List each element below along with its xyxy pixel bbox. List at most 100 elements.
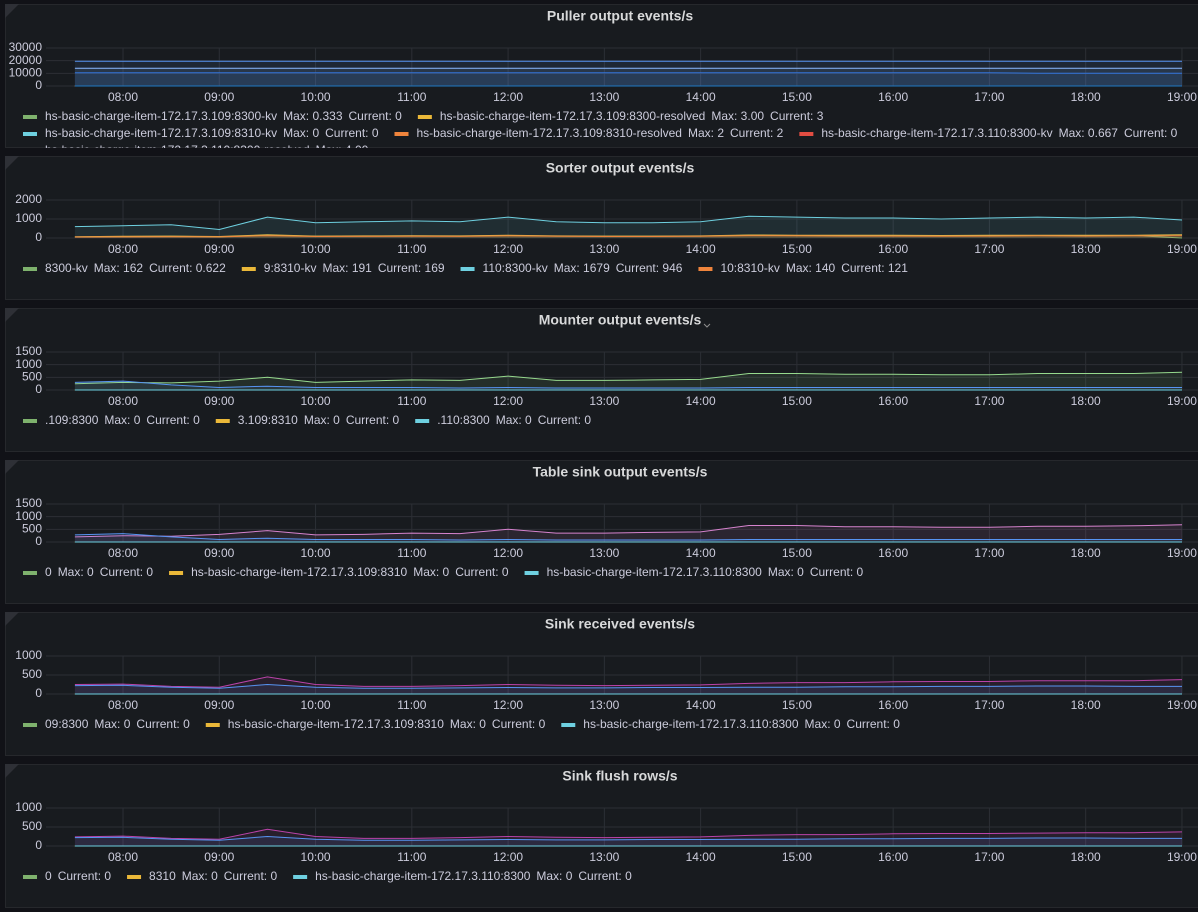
legend-item[interactable]: 8310 Max: 0 Current: 0 bbox=[127, 869, 277, 883]
panel-title[interactable]: Puller output events/s bbox=[547, 8, 693, 24]
y-tick-label: 0 bbox=[35, 78, 42, 92]
legend-marker bbox=[23, 571, 37, 575]
legend-item[interactable]: hs-basic-charge-item-172.17.3.109:8310 Ma… bbox=[205, 717, 546, 731]
x-tick-label: 16:00 bbox=[878, 242, 908, 256]
x-tick-label: 11:00 bbox=[397, 394, 426, 408]
legend-item[interactable]: 0 Max: 0 Current: 0 bbox=[23, 565, 153, 579]
legend-item[interactable]: 9:8310-kv Max: 191 Current: 169 bbox=[241, 261, 445, 275]
x-tick-label: 15:00 bbox=[782, 698, 812, 712]
legend-item[interactable]: .109:8300 Max: 0 Current: 0 bbox=[23, 413, 200, 427]
x-tick-label: 12:00 bbox=[493, 394, 523, 408]
panel-title[interactable]: Sink flush rows/s bbox=[562, 768, 677, 784]
legend-name: 3.109:8310 bbox=[238, 413, 298, 427]
legend-name: hs-basic-charge-item-172.17.3.109:8300-k… bbox=[45, 109, 277, 123]
x-tick-label: 13:00 bbox=[589, 546, 619, 560]
info-corner[interactable] bbox=[5, 764, 19, 778]
x-tick-label: 17:00 bbox=[974, 394, 1004, 408]
series-line bbox=[74, 380, 1182, 389]
y-tick-label: 0 bbox=[35, 838, 42, 852]
y-tick-label: 10000 bbox=[9, 66, 43, 80]
panel-background bbox=[5, 612, 1198, 756]
legend-item[interactable]: hs-basic-charge-item-172.17.3.109:8310-k… bbox=[23, 126, 379, 140]
legend-marker bbox=[524, 571, 539, 575]
panel-title[interactable]: Sorter output events/s bbox=[546, 160, 695, 176]
x-tick-label: 15:00 bbox=[782, 90, 812, 104]
legend-item[interactable]: 10:8310-kv Max: 140 Current: 121 bbox=[698, 261, 908, 275]
legend-name: hs-basic-charge-item-172.17.3.109:8310-k… bbox=[45, 126, 277, 140]
series-line bbox=[74, 371, 1183, 385]
legend-max: Max: 162 bbox=[94, 261, 144, 275]
legend-item[interactable]: .110:8300 Max: 0 Current: 0 bbox=[415, 413, 591, 427]
legend-current: Current: 0 bbox=[810, 565, 864, 579]
legend-current: Current: 0 bbox=[325, 126, 379, 140]
info-corner[interactable] bbox=[5, 156, 19, 170]
legend-name: hs-basic-charge-item-172.17.3.109:8310 bbox=[228, 717, 444, 731]
x-tick-label: 11:00 bbox=[397, 90, 426, 104]
y-tick-label: 0 bbox=[35, 534, 42, 548]
legend-max: Max: 2 bbox=[688, 126, 724, 140]
x-tick-label: 17:00 bbox=[974, 90, 1004, 104]
y-tick-label: 500 bbox=[22, 370, 42, 384]
legend-item[interactable]: 110:8300-kv Max: 1679 Current: 946 bbox=[460, 261, 683, 275]
legend-item[interactable]: hs-basic-charge-item-172.17.3.109:8300-k… bbox=[23, 109, 402, 123]
x-tick-label: 16:00 bbox=[878, 698, 908, 712]
x-tick-label: 08:00 bbox=[108, 242, 138, 256]
x-tick-label: 12:00 bbox=[493, 546, 523, 560]
panel-title[interactable]: Sink received events/s bbox=[545, 616, 695, 632]
x-tick-label: 13:00 bbox=[589, 698, 619, 712]
info-corner[interactable] bbox=[5, 612, 19, 626]
legend-item[interactable]: hs-basic-charge-item-172.17.3.110:8300-r… bbox=[23, 143, 369, 157]
legend-current: Current: 0 bbox=[136, 717, 190, 731]
legend-current: Current: 0 bbox=[146, 413, 200, 427]
x-tick-label: 17:00 bbox=[974, 698, 1004, 712]
legend-item[interactable]: hs-basic-charge-item-172.17.3.109:8310 Ma… bbox=[169, 565, 509, 579]
legend-current: Current: 0 bbox=[224, 869, 278, 883]
legend-item[interactable]: hs-basic-charge-item-172.17.3.110:8300 Ma… bbox=[524, 565, 864, 579]
legend-name: 09:8300 bbox=[45, 717, 89, 731]
legend-max: Max: 0 bbox=[58, 565, 94, 579]
x-tick-label: 15:00 bbox=[782, 394, 812, 408]
x-tick-label: 14:00 bbox=[686, 242, 716, 256]
legend-max: Max: 4.00 bbox=[316, 143, 369, 157]
legend-marker bbox=[241, 267, 256, 271]
legend-max: Max: 140 bbox=[786, 261, 836, 275]
x-tick-label: 12:00 bbox=[493, 242, 523, 256]
x-tick-label: 11:00 bbox=[397, 546, 426, 560]
legend-marker bbox=[169, 571, 184, 575]
legend-marker bbox=[293, 875, 308, 879]
y-tick-label: 1500 bbox=[15, 344, 42, 358]
legend-item[interactable]: 3.109:8310 Max: 0 Current: 0 bbox=[215, 413, 400, 427]
legend-item[interactable]: hs-basic-charge-item-172.17.3.110:8300 Ma… bbox=[293, 869, 632, 883]
legend-marker bbox=[205, 723, 220, 727]
legend-item[interactable]: hs-basic-charge-item-172.17.3.109:8310-r… bbox=[394, 126, 784, 140]
title-chevron[interactable] bbox=[703, 323, 711, 328]
x-tick-label: 09:00 bbox=[204, 698, 234, 712]
info-corner[interactable] bbox=[5, 460, 19, 474]
x-tick-label: 18:00 bbox=[1071, 850, 1101, 864]
panel-title[interactable]: Mounter output events/s bbox=[539, 312, 702, 328]
info-corner[interactable] bbox=[5, 308, 19, 322]
legend-current: Current: 0 bbox=[492, 717, 546, 731]
x-tick-label: 10:00 bbox=[301, 394, 331, 408]
x-tick-label: 13:00 bbox=[589, 242, 619, 256]
legend-item[interactable]: hs-basic-charge-item-172.17.3.110:8300-k… bbox=[799, 126, 1178, 140]
legend-item[interactable]: hs-basic-charge-item-172.17.3.110:8300 Ma… bbox=[561, 717, 900, 731]
legend-name: 0 bbox=[45, 869, 52, 883]
info-corner[interactable] bbox=[5, 4, 19, 18]
legend-current: Current: 0 bbox=[349, 109, 403, 123]
legend-item[interactable]: hs-basic-charge-item-172.17.3.109:8300-r… bbox=[417, 109, 824, 123]
legend-marker bbox=[415, 419, 430, 423]
legend-current: Current: 169 bbox=[378, 261, 445, 275]
legend-item[interactable]: 8300-kv Max: 162 Current: 0.622 bbox=[23, 261, 226, 275]
legend-current: Current: 0 bbox=[100, 565, 154, 579]
legend-item[interactable]: 09:8300 Max: 0 Current: 0 bbox=[23, 717, 190, 731]
legend-marker bbox=[394, 132, 409, 136]
panel-title[interactable]: Table sink output events/s bbox=[533, 464, 708, 480]
y-tick-label: 0 bbox=[35, 230, 42, 244]
legend-item[interactable]: 0 Current: 0 bbox=[23, 869, 111, 883]
series-line bbox=[74, 676, 1183, 688]
